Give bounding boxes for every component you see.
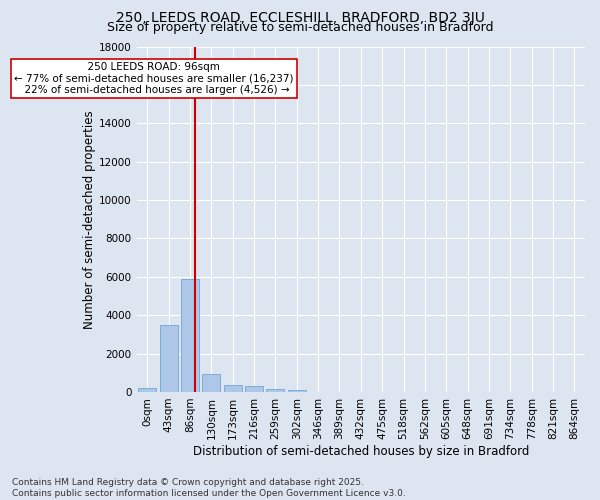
Bar xyxy=(287,390,306,392)
Bar xyxy=(160,325,178,392)
Bar xyxy=(245,386,263,392)
Text: 250, LEEDS ROAD, ECCLESHILL, BRADFORD, BD2 3JU: 250, LEEDS ROAD, ECCLESHILL, BRADFORD, B… xyxy=(116,11,484,25)
Text: 250 LEEDS ROAD: 96sqm  
← 77% of semi-detached houses are smaller (16,237)
  22%: 250 LEEDS ROAD: 96sqm ← 77% of semi-deta… xyxy=(14,62,294,95)
Y-axis label: Number of semi-detached properties: Number of semi-detached properties xyxy=(83,110,96,328)
Text: Size of property relative to semi-detached houses in Bradford: Size of property relative to semi-detach… xyxy=(107,22,493,35)
Bar xyxy=(266,388,284,392)
Text: Contains HM Land Registry data © Crown copyright and database right 2025.
Contai: Contains HM Land Registry data © Crown c… xyxy=(12,478,406,498)
Bar xyxy=(181,278,199,392)
Bar xyxy=(224,386,242,392)
Bar xyxy=(138,388,157,392)
Bar xyxy=(202,374,220,392)
X-axis label: Distribution of semi-detached houses by size in Bradford: Distribution of semi-detached houses by … xyxy=(193,444,529,458)
